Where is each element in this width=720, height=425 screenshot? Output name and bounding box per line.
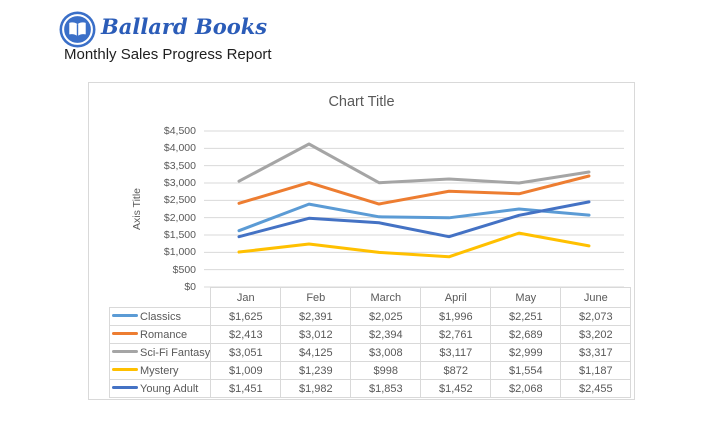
table-row: Mystery $1,009 $1,239 $998 $872 $1,554 $1,187 (108, 361, 632, 380)
value-cell: $3,117 (420, 343, 492, 362)
y-tick-label: $1,500 (163, 229, 196, 241)
series-name: Young Adult (140, 382, 199, 395)
value-cell: $998 (350, 361, 422, 380)
table-row: Classics $1,625 $2,391 $2,025 $1,996 $2,251 $2… (108, 307, 632, 326)
value-cell: $1,187 (560, 361, 632, 380)
value-cell: $1,996 (420, 307, 492, 326)
value-cell: $3,008 (350, 343, 422, 362)
value-cell: $2,689 (490, 325, 562, 344)
table-header-month: May (490, 287, 562, 308)
value-cell: $2,391 (280, 307, 352, 326)
table-header-month: April (420, 287, 492, 308)
y-tick-label: $1,000 (163, 246, 196, 259)
value-cell: $872 (420, 361, 492, 380)
logo-text: Ballard Books (101, 14, 268, 39)
legend-cell: Sci-Fi Fantasy (108, 343, 212, 362)
value-cell: $2,761 (420, 325, 492, 344)
series-line-mystery (237, 231, 591, 259)
report-subtitle: Monthly Sales Progress Report (64, 46, 272, 63)
y-tick-label: $3,000 (163, 177, 196, 189)
series-line-sci-fi-fantasy (237, 142, 591, 185)
value-cell: $2,068 (490, 379, 562, 398)
book-logo-icon (59, 11, 96, 48)
chart-data-table: Jan Feb March April May June Classics $1,625 $2,… (108, 287, 632, 398)
y-tick-label: $4,500 (163, 125, 196, 137)
table-header-month: Feb (280, 287, 352, 308)
legend-line-swatch (112, 350, 138, 354)
value-cell: $2,455 (560, 379, 632, 398)
table-row: Sci-Fi Fantasy $3,051 $4,125 $3,008 $3,117 $2… (108, 343, 632, 362)
legend-line-swatch (112, 314, 138, 318)
legend-cell: Classics (108, 307, 212, 326)
value-cell: $1,982 (280, 379, 352, 398)
value-cell: $4,125 (280, 343, 352, 362)
value-cell: $2,025 (350, 307, 422, 326)
legend-line-swatch (112, 332, 138, 336)
table-header-month: June (560, 287, 632, 308)
series-name: Romance (140, 328, 188, 341)
y-tick-label: $500 (172, 263, 196, 276)
table-row: Young Adult $1,451 $1,982 $1,853 $1,452 $2,06… (108, 379, 632, 398)
value-cell: $3,317 (560, 343, 632, 362)
series-name: Mystery (140, 364, 179, 377)
value-cell: $1,239 (280, 361, 352, 380)
legend-cell: Young Adult (108, 379, 212, 398)
series-name: Classics (140, 310, 181, 323)
value-cell: $3,051 (210, 343, 282, 362)
series-name: Sci-Fi Fantasy (140, 346, 211, 359)
value-cell: $2,394 (350, 325, 422, 344)
legend-line-swatch (112, 386, 138, 390)
legend-line-swatch (112, 368, 138, 372)
value-cell: $1,853 (350, 379, 422, 398)
value-cell: $1,452 (420, 379, 492, 398)
table-row: Romance $2,413 $3,012 $2,394 $2,761 $2,689 $3,… (108, 325, 632, 344)
chart-frame: Chart Title Axis Title Jan Feb March April M… (88, 82, 635, 400)
value-cell: $2,413 (210, 325, 282, 344)
y-tick-label: $2,500 (163, 194, 196, 207)
value-cell: $2,073 (560, 307, 632, 326)
y-tick-label: $4,000 (163, 142, 196, 155)
value-cell: $2,251 (490, 307, 562, 326)
value-cell: $1,451 (210, 379, 282, 398)
value-cell: $3,202 (560, 325, 632, 344)
y-tick-label: $0 (184, 281, 196, 293)
legend-cell: Mystery (108, 361, 212, 380)
value-cell: $3,012 (280, 325, 352, 344)
series-line-young-adult (237, 200, 591, 239)
series-line-classics (237, 202, 591, 233)
y-tick-label: $2,000 (163, 211, 196, 224)
value-cell: $1,554 (490, 361, 562, 380)
series-line-romance (237, 174, 591, 206)
y-tick-label: $3,500 (163, 159, 196, 172)
table-header-month: Jan (210, 287, 282, 308)
value-cell: $1,009 (210, 361, 282, 380)
table-header-month: March (350, 287, 422, 308)
value-cell: $1,625 (210, 307, 282, 326)
value-cell: $2,999 (490, 343, 562, 362)
legend-cell: Romance (108, 325, 212, 344)
chart-title: Chart Title (328, 94, 395, 110)
